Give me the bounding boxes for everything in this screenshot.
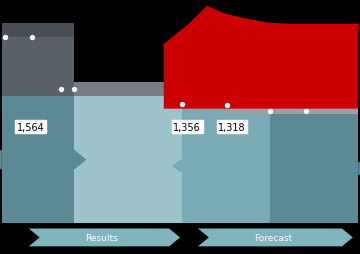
Polygon shape <box>164 8 358 109</box>
Polygon shape <box>2 114 358 224</box>
Polygon shape <box>182 99 227 109</box>
Text: 1,318: 1,318 <box>219 122 246 132</box>
Point <box>3 36 8 40</box>
Polygon shape <box>74 97 182 224</box>
Polygon shape <box>270 114 358 224</box>
Polygon shape <box>227 114 270 224</box>
Text: 1,564: 1,564 <box>17 122 45 132</box>
Polygon shape <box>227 159 237 173</box>
Polygon shape <box>0 150 2 170</box>
Text: Forecast: Forecast <box>254 233 292 242</box>
Polygon shape <box>227 107 270 114</box>
Polygon shape <box>29 229 180 246</box>
Polygon shape <box>198 229 353 246</box>
Polygon shape <box>74 83 182 97</box>
Polygon shape <box>172 159 182 173</box>
Polygon shape <box>182 109 227 224</box>
Point <box>58 87 64 91</box>
Polygon shape <box>2 24 74 38</box>
Point <box>30 36 35 40</box>
Polygon shape <box>270 109 358 114</box>
Polygon shape <box>2 97 74 224</box>
Polygon shape <box>358 162 360 176</box>
Polygon shape <box>74 150 86 170</box>
Point <box>303 109 309 114</box>
Text: Results: Results <box>85 233 118 242</box>
Point <box>71 87 77 91</box>
Polygon shape <box>2 24 74 97</box>
Point <box>179 102 185 106</box>
Point <box>224 104 230 108</box>
Point <box>267 109 273 114</box>
Text: 1,356: 1,356 <box>173 122 201 132</box>
